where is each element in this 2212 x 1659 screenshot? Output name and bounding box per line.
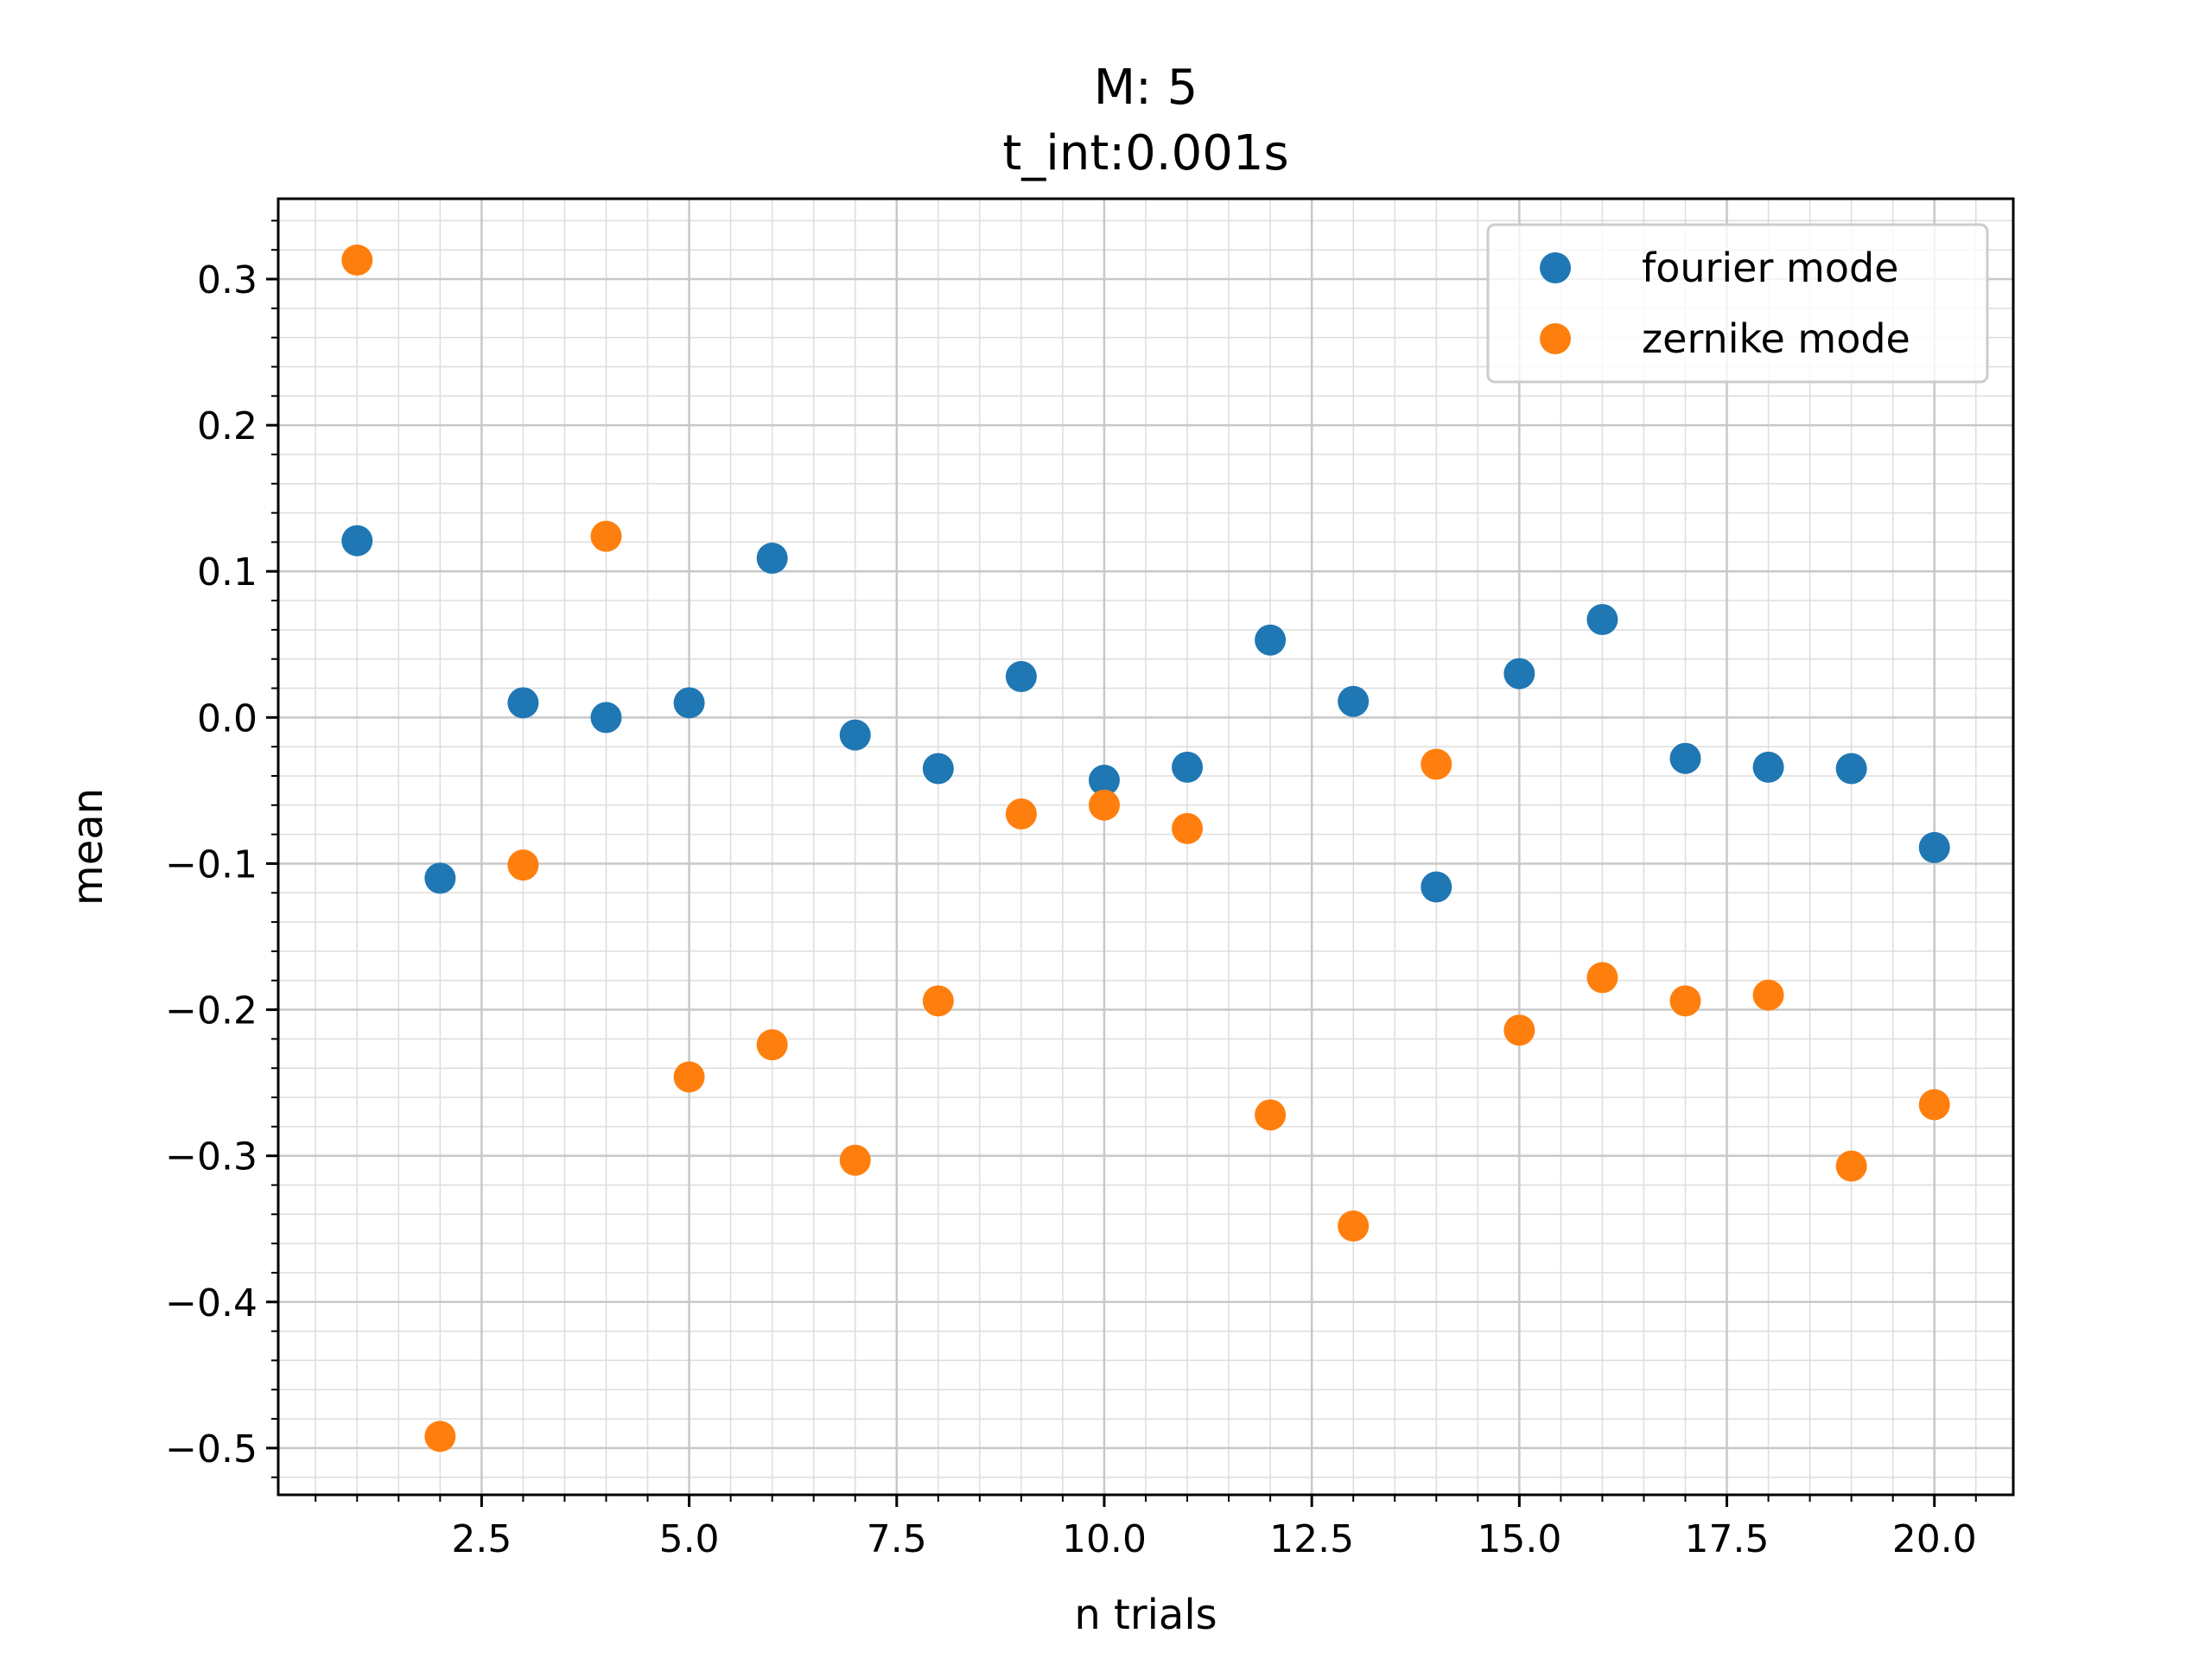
x-axis-label: n trials xyxy=(1074,1591,1217,1639)
legend-box xyxy=(1486,223,1989,384)
zernike-mode-point xyxy=(1586,962,1618,994)
y-tick-label: 0.0 xyxy=(197,696,257,741)
fourier-mode-point xyxy=(1918,831,1950,863)
zernike-mode-point xyxy=(756,1029,788,1061)
zernike-mode-point xyxy=(507,849,539,881)
fourier-mode-point xyxy=(1088,765,1120,797)
y-axis-label: mean xyxy=(64,788,112,906)
fourier-mode-point xyxy=(424,862,456,894)
zernike-mode-point xyxy=(1338,1210,1370,1242)
x-tick-label: 20.0 xyxy=(1892,1517,1977,1561)
legend-marker-fourier xyxy=(1540,252,1571,283)
y-tick-label: −0.4 xyxy=(165,1281,257,1325)
y-tick-label: 0.2 xyxy=(197,404,257,448)
legend-marker-zernike xyxy=(1540,323,1571,354)
major-grid xyxy=(278,199,2013,1495)
fourier-mode-point xyxy=(1005,660,1037,692)
fourier-mode-point xyxy=(922,753,954,785)
y-tick-label: −0.3 xyxy=(165,1135,257,1179)
zernike-mode-point xyxy=(922,985,954,1017)
zernike-mode-point xyxy=(424,1421,456,1452)
legend: fourier mode zernike mode xyxy=(1486,223,1989,384)
x-tick-label: 10.0 xyxy=(1062,1517,1147,1561)
chart-title-line-2: t_int:0.001s xyxy=(1002,125,1288,181)
fourier-mode-point xyxy=(1338,685,1370,717)
x-tick-label: 12.5 xyxy=(1269,1517,1354,1561)
zernike-mode-point xyxy=(590,520,622,552)
zernike-mode-point xyxy=(1669,985,1701,1017)
zernike-mode-point xyxy=(1172,812,1204,844)
zernike-mode-point xyxy=(1005,798,1037,830)
zernike-mode-point xyxy=(1918,1089,1950,1121)
zernike-mode-point xyxy=(1835,1150,1867,1182)
fourier-mode-point xyxy=(1669,742,1701,774)
fourier-mode-point xyxy=(1586,604,1618,636)
fourier-mode-point xyxy=(590,702,622,734)
y-tick-label: −0.1 xyxy=(165,842,257,887)
zernike-mode-point xyxy=(673,1061,705,1093)
fourier-mode-point xyxy=(1255,624,1287,656)
fourier-mode-point xyxy=(1503,658,1535,690)
x-tick-label: 2.5 xyxy=(451,1517,512,1561)
fourier-mode-point xyxy=(1421,871,1452,903)
fourier-mode-point xyxy=(839,719,871,751)
zernike-mode-point xyxy=(1752,979,1784,1011)
legend-label-zernike: zernike mode xyxy=(1642,315,1910,362)
y-tick-label: −0.5 xyxy=(165,1427,257,1471)
y-tick-label: 0.1 xyxy=(197,550,257,594)
chart-title-line-1: M: 5 xyxy=(1094,60,1198,116)
x-tick-label: 5.0 xyxy=(659,1517,720,1561)
axis-ticks: 2.5 5.0 7.5 10.0 12.5 15.0 17.5 20.0 −0.5 −0.4 −0.… xyxy=(165,219,1977,1561)
fourier-mode-point xyxy=(673,687,705,719)
x-tick-label: 15.0 xyxy=(1477,1517,1561,1561)
fourier-mode-point xyxy=(1752,751,1784,783)
fourier-mode-point xyxy=(341,524,373,556)
zernike-mode-point xyxy=(1088,789,1120,821)
zernike-mode-point xyxy=(839,1144,871,1176)
zernike-mode-point xyxy=(1503,1014,1535,1046)
zernike-mode-point xyxy=(341,245,373,276)
fourier-mode-point xyxy=(756,543,788,575)
zernike-mode-point xyxy=(1255,1099,1287,1131)
fourier-mode-point xyxy=(1835,753,1867,785)
y-tick-label: 0.3 xyxy=(197,258,257,302)
data-points xyxy=(341,245,1950,1452)
zernike-mode-point xyxy=(1421,748,1452,780)
fourier-mode-point xyxy=(1172,751,1204,783)
legend-label-fourier: fourier mode xyxy=(1642,245,1898,291)
x-tick-label: 17.5 xyxy=(1685,1517,1770,1561)
fourier-mode-point xyxy=(507,687,539,719)
x-tick-label: 7.5 xyxy=(867,1517,927,1561)
y-tick-label: −0.2 xyxy=(165,989,257,1033)
